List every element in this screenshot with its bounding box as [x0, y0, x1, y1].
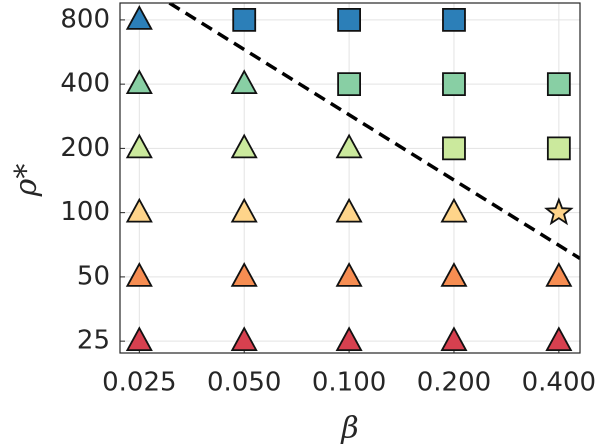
marker: [125, 69, 153, 95]
marker: [125, 326, 153, 352]
plot-frame: [119, 2, 581, 354]
marker: [230, 326, 258, 352]
marker: [230, 262, 258, 287]
marker: [440, 262, 468, 287]
x-tick-label: 0.200: [417, 368, 491, 398]
marker: [125, 5, 153, 30]
x-tick-label: 0.100: [312, 368, 386, 398]
x-axis-label: β: [340, 411, 358, 446]
marker: [125, 197, 153, 223]
marker: [230, 197, 258, 223]
marker: [337, 8, 361, 32]
marker: [335, 197, 363, 223]
plot-background: [120, 3, 580, 353]
marker: [546, 72, 571, 97]
x-tick-label: 0.050: [207, 368, 281, 398]
marker: [335, 262, 363, 287]
marker: [335, 133, 363, 159]
marker: [230, 69, 258, 95]
marker: [442, 72, 466, 97]
marker: [232, 8, 257, 32]
x-tick-label: 0.400: [522, 368, 596, 398]
marker: [545, 262, 573, 287]
marker: [125, 262, 153, 287]
y-tick-label: 200: [60, 133, 110, 163]
marker: [442, 136, 466, 161]
marker: [544, 197, 574, 226]
marker: [335, 326, 363, 352]
y-tick-label: 400: [60, 69, 110, 99]
marker: [546, 136, 571, 161]
y-tick-label: 50: [77, 261, 110, 291]
marker: [442, 8, 466, 32]
marker: [230, 133, 258, 159]
y-axis-label: ρ*: [9, 164, 44, 198]
boundary-line: [168, 3, 580, 260]
marker: [337, 72, 361, 97]
marker: [125, 133, 153, 159]
x-tick-label: 0.025: [102, 368, 176, 398]
marker: [440, 326, 468, 352]
y-tick-label: 800: [60, 4, 110, 34]
y-tick-label: 25: [77, 326, 110, 356]
marker: [440, 197, 468, 223]
y-tick-label: 100: [60, 197, 110, 227]
marker: [545, 326, 573, 352]
